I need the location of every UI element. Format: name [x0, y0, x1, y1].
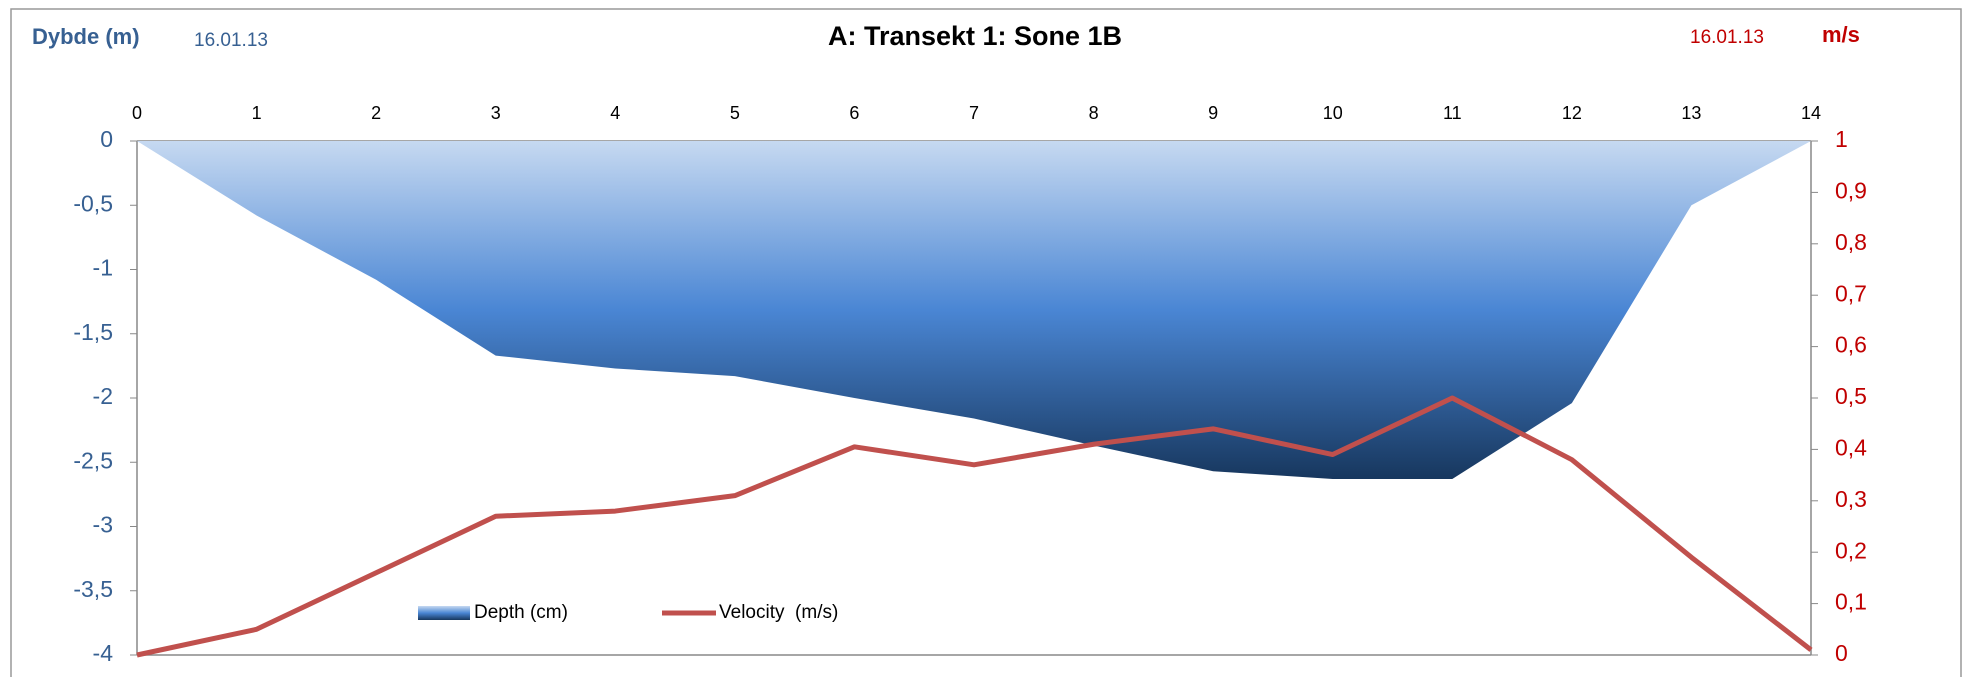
annotation: 16.01.13	[194, 30, 268, 51]
y2-tick-label: 0,7	[1835, 280, 1867, 306]
y-tick-label: -4	[93, 640, 114, 666]
x-tick-label: 6	[849, 103, 859, 123]
velocity-line	[136, 395, 1813, 658]
x-tick-label: 1	[252, 103, 262, 123]
y2-tick-label: 1	[1835, 126, 1848, 152]
y2-tick-label: 0,5	[1835, 383, 1867, 409]
y2-tick-label: 0,6	[1835, 332, 1867, 358]
y-tick-label: -3,5	[73, 576, 113, 602]
y2-tick-label: 0,2	[1835, 537, 1867, 563]
y-tick-label: -3	[93, 512, 113, 538]
depth-area	[137, 141, 1811, 479]
x-tick-label: 13	[1681, 103, 1701, 123]
y2-tick-label: 0	[1835, 640, 1848, 666]
y-tick-label: -2	[93, 383, 113, 409]
x-tick-label: 8	[1089, 103, 1099, 123]
x-tick-label: 5	[730, 103, 740, 123]
x-tick-label: 12	[1562, 103, 1582, 123]
x-tick-label: 2	[371, 103, 381, 123]
y2-axis-label: m/s	[1822, 22, 1860, 47]
legend-label: Velocity (m/s)	[719, 602, 838, 623]
y-tick-label: -0,5	[73, 190, 113, 216]
x-tick-label: 7	[969, 103, 979, 123]
y-tick-label: -1	[93, 255, 113, 281]
x-tick-label: 0	[132, 103, 142, 123]
x-tick-label: 10	[1323, 103, 1343, 123]
y-tick-label: -2,5	[73, 447, 113, 473]
x-tick-label: 11	[1443, 103, 1462, 123]
annotation: 16.01.13	[1690, 27, 1764, 48]
y-tick-label: 0	[100, 126, 113, 152]
legend-swatch	[418, 606, 470, 620]
y2-tick-label: 0,4	[1835, 434, 1867, 460]
y-tick-label: -1,5	[73, 319, 113, 345]
y2-tick-label: 0,8	[1835, 229, 1867, 255]
y-axis-label: Dybde (m)	[32, 24, 140, 49]
chart-title: A: Transekt 1: Sone 1B	[828, 21, 1122, 51]
y2-tick-label: 0,9	[1835, 177, 1867, 203]
y2-tick-label: 0,1	[1835, 589, 1867, 615]
y2-tick-label: 0,3	[1835, 486, 1867, 512]
legend-label: Depth (cm)	[474, 602, 568, 623]
x-tick-label: 9	[1208, 103, 1218, 123]
x-tick-label: 14	[1801, 103, 1821, 123]
x-tick-label: 4	[610, 103, 620, 123]
x-tick-label: 3	[491, 103, 501, 123]
